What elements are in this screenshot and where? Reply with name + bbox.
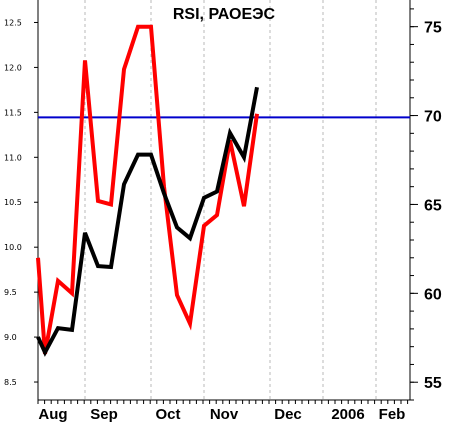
x-tick-label: Aug	[38, 406, 67, 423]
plot-frame	[37, 0, 411, 401]
right-tick-label: 60	[424, 286, 442, 303]
x-tick-label: Feb	[379, 406, 406, 423]
x-tick-label: 2006	[331, 406, 364, 423]
right-tick-label: 75	[424, 20, 442, 37]
right-tick-label: 65	[424, 197, 442, 214]
left-tick-label: 9.5	[4, 288, 17, 297]
left-axis-ticks: 12.5 12.0 11.5 11.0 10.5 10.0 9.5 9.0 8.5	[4, 18, 38, 387]
x-tick-label: Oct	[155, 406, 180, 423]
x-tick-label: Dec	[274, 406, 302, 423]
chart-title: RSI, РАОЕЭС	[173, 6, 276, 23]
left-tick-label: 11.0	[4, 153, 22, 162]
x-tick-label: Sep	[90, 406, 118, 423]
series-group	[36, 24, 259, 357]
series-line-black	[36, 86, 259, 357]
left-tick-label: 12.5	[4, 18, 22, 27]
left-tick-label: 9.0	[4, 333, 17, 342]
right-tick-label: 55	[424, 375, 442, 392]
x-axis-ticks: Aug Sep Oct Nov Dec 2006 Feb	[38, 406, 405, 423]
left-tick-label: 10.5	[4, 198, 22, 207]
left-tick-label: 8.5	[4, 378, 17, 387]
left-tick-label: 10.0	[4, 243, 22, 252]
series-line-red	[36, 24, 259, 355]
minor-ticks	[37, 8, 414, 404]
right-axis-ticks: 75 70 65 60 55	[410, 20, 442, 392]
left-tick-label: 12.0	[4, 63, 22, 72]
left-tick-label: 11.5	[4, 108, 22, 117]
x-tick-label: Nov	[210, 406, 239, 423]
right-tick-label: 70	[424, 109, 442, 126]
